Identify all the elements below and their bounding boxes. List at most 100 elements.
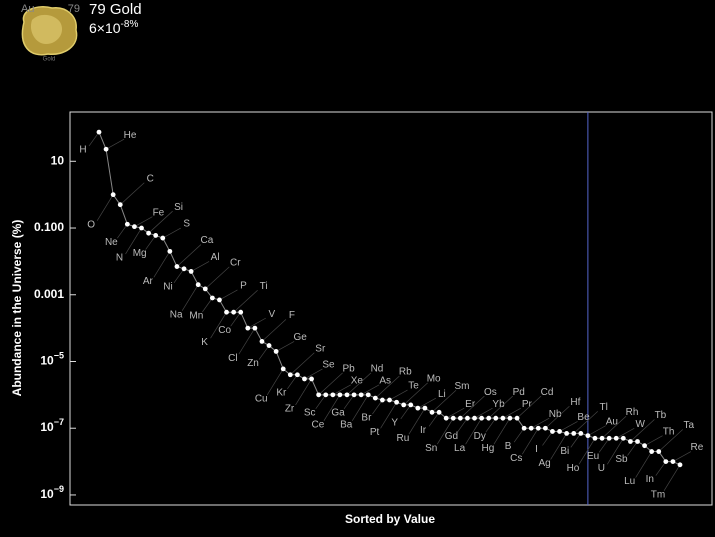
point-label: Pr: [522, 399, 533, 410]
point-label: Na: [170, 309, 183, 320]
point-label: Ru: [397, 433, 410, 444]
point-label: Gd: [445, 431, 458, 442]
data-point: [330, 392, 336, 398]
label-leader: [275, 341, 295, 352]
point-label: Ga: [331, 407, 345, 418]
label-leader: [658, 429, 683, 452]
data-point: [380, 397, 385, 403]
data-point: [259, 338, 265, 344]
point-label: Tb: [655, 410, 667, 421]
point-label: F: [289, 310, 295, 321]
label-leader: [238, 327, 256, 355]
label-leader: [545, 405, 570, 429]
y-tick-label: 10−7: [40, 418, 64, 435]
point-label: Ta: [683, 420, 694, 431]
data-point: [323, 392, 329, 398]
point-label: P: [240, 281, 247, 292]
label-leader: [261, 319, 287, 342]
data-point: [160, 235, 166, 241]
x-axis-title: Sorted by Value: [345, 512, 435, 526]
label-leader: [134, 216, 153, 227]
data-point: [224, 309, 229, 315]
data-point: [465, 415, 470, 421]
data-point: [195, 282, 201, 288]
tile-symbol: Au: [21, 3, 34, 15]
data-point: [139, 225, 144, 231]
data-point: [132, 224, 137, 230]
point-label: Sr: [315, 343, 326, 354]
abundance-base: 6×10: [89, 20, 121, 36]
label-leader: [408, 407, 426, 435]
label-leader: [181, 284, 199, 311]
tick-exponent: −5: [54, 351, 64, 361]
point-label: Ho: [567, 463, 580, 474]
data-point: [450, 415, 456, 421]
y-axis-title: Abundance in the Universe (%): [10, 220, 24, 397]
data-point: [472, 415, 477, 421]
point-label: He: [124, 130, 137, 141]
point-label: Yb: [492, 399, 505, 410]
point-label: I: [535, 444, 538, 455]
data-point: [493, 415, 499, 421]
point-label: Er: [465, 399, 476, 410]
label-leader: [290, 352, 315, 376]
label-leader: [148, 210, 173, 234]
point-label: Ti: [260, 281, 268, 292]
data-point: [642, 443, 647, 449]
data-point: [507, 415, 513, 421]
label-leader: [542, 431, 553, 446]
label-leader: [258, 345, 270, 360]
data-point: [294, 372, 300, 378]
data-point: [628, 439, 633, 444]
data-point: [146, 230, 151, 236]
label-leader: [318, 372, 343, 396]
label-leader: [323, 394, 341, 422]
label-leader: [346, 372, 372, 396]
label-leader: [460, 395, 485, 419]
data-point: [117, 202, 123, 208]
point-label: Co: [218, 325, 231, 336]
data-point: [486, 415, 492, 421]
label-leader: [202, 297, 213, 313]
label-leader: [431, 390, 457, 413]
point-label: Xe: [351, 375, 364, 386]
point-label: Si: [174, 202, 183, 213]
tick-base: 10: [40, 354, 54, 368]
data-point: [302, 376, 307, 382]
data-point: [479, 415, 485, 421]
point-label: Mn: [189, 311, 203, 322]
point-label: Bi: [560, 446, 569, 457]
data-point: [620, 435, 626, 441]
label-leader: [635, 451, 652, 478]
label-leader: [233, 289, 258, 313]
point-label: H: [79, 145, 86, 156]
y-tick-label: 10: [51, 153, 65, 167]
data-point: [217, 297, 222, 303]
tile-name: Gold: [43, 57, 56, 63]
point-label: Re: [691, 442, 704, 453]
label-leader: [230, 311, 241, 327]
label-leader: [513, 428, 525, 443]
data-point: [365, 392, 371, 398]
data-point: [358, 392, 364, 398]
data-point: [415, 405, 421, 411]
data-point: [592, 435, 598, 441]
point-label: Rb: [399, 367, 412, 378]
point-label: S: [183, 219, 190, 230]
y-tick-label: 10−5: [40, 351, 64, 368]
data-point: [613, 435, 619, 441]
data-point: [656, 449, 662, 454]
label-leader: [176, 244, 202, 267]
data-point: [181, 266, 187, 272]
label-leader: [287, 374, 298, 389]
point-label: Dy: [474, 431, 486, 442]
tick-exponent: −9: [54, 484, 64, 494]
point-label: As: [379, 375, 391, 386]
data-point: [351, 392, 357, 398]
data-point: [103, 146, 109, 152]
data-point: [408, 402, 414, 408]
point-label: Au: [606, 416, 618, 427]
label-leader: [125, 227, 142, 255]
data-point: [670, 459, 676, 464]
point-label: Ir: [420, 425, 427, 436]
